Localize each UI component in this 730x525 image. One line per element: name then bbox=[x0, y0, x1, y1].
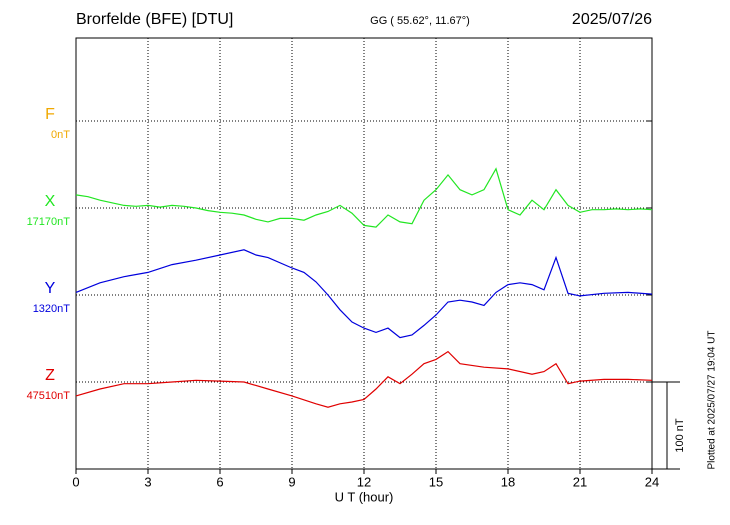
series-name: Z bbox=[45, 367, 55, 384]
x-tick-label: 3 bbox=[144, 474, 151, 489]
baseline-label: 17170nT bbox=[27, 216, 71, 228]
x-tick-label: 6 bbox=[216, 474, 223, 489]
series-name: X bbox=[45, 193, 56, 210]
scale-label: 100 nT bbox=[674, 418, 686, 453]
date: 2025/07/26 bbox=[572, 11, 652, 28]
x-tick-label: 21 bbox=[573, 474, 587, 489]
footnote: Plotted at 2025/07/27 19:04 UT bbox=[707, 331, 718, 470]
x-tick-label: 15 bbox=[429, 474, 443, 489]
trace bbox=[75, 167, 653, 228]
x-tick-label: 9 bbox=[288, 474, 295, 489]
trace bbox=[75, 350, 653, 408]
trace bbox=[75, 249, 653, 339]
baseline-label: 0nT bbox=[51, 129, 70, 141]
x-tick-label: 24 bbox=[645, 474, 659, 489]
x-tick-label: 0 bbox=[72, 474, 79, 489]
coordinates: GG ( 55.62°, 11.67°) bbox=[370, 15, 470, 27]
x-tick-label: 12 bbox=[357, 474, 371, 489]
baseline-label: 47510nT bbox=[27, 390, 71, 402]
series-name: Y bbox=[45, 280, 56, 297]
chart-title: Brorfelde (BFE) [DTU] bbox=[76, 11, 233, 28]
series-name: F bbox=[45, 106, 55, 123]
x-tick-label: 18 bbox=[501, 474, 515, 489]
x-axis-title: U T (hour) bbox=[335, 489, 394, 504]
baseline-label: 1320nT bbox=[33, 303, 71, 315]
